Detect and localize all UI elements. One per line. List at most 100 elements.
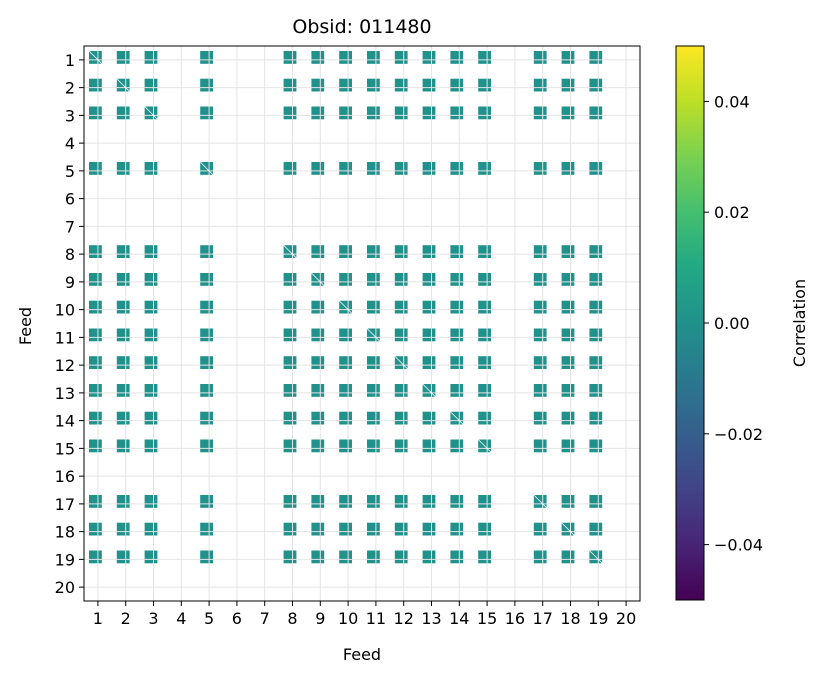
heatmap-cell-12-8 xyxy=(283,356,297,369)
heatmap-cell-18-10 xyxy=(339,522,352,536)
y-tick-label-11: 11 xyxy=(55,328,75,347)
heatmap-cell-19-10 xyxy=(339,550,352,564)
heatmap-cell-3-2 xyxy=(116,106,130,120)
heatmap-cell-5-15 xyxy=(478,162,491,175)
heatmap-cell-9-12 xyxy=(394,273,408,286)
x-tick-label-18: 18 xyxy=(560,609,580,628)
heatmap-cell-11-15 xyxy=(478,328,491,342)
x-tick-label-3: 3 xyxy=(148,609,158,628)
heatmap-cell-15-11 xyxy=(367,439,380,453)
colorbar-tick-label-2: 0.00 xyxy=(714,314,750,333)
heatmap-cell-13-17 xyxy=(533,384,547,397)
heatmap-cell-8-9 xyxy=(311,245,325,258)
heatmap-cell-15-2 xyxy=(116,439,130,453)
heatmap-cell-10-9 xyxy=(311,300,325,314)
heatmap-cell-19-14 xyxy=(450,550,464,564)
heatmap-cell-18-5 xyxy=(200,522,213,536)
diagonal-mark-2 xyxy=(116,78,130,92)
heatmap-cell-15-17 xyxy=(533,439,547,453)
heatmap-cell-14-1 xyxy=(89,411,102,425)
heatmap-cell-2-8 xyxy=(283,78,297,92)
x-tick-label-1: 1 xyxy=(93,609,103,628)
heatmap-cell-19-17 xyxy=(533,550,547,564)
heatmap-cell-11-1 xyxy=(89,328,102,342)
x-tick-label-11: 11 xyxy=(366,609,386,628)
heatmap-cell-3-18 xyxy=(561,106,575,120)
heatmap-cell-11-12 xyxy=(394,328,408,342)
x-tick-label-12: 12 xyxy=(394,609,414,628)
x-tick-label-14: 14 xyxy=(449,609,469,628)
heatmap-cell-15-19 xyxy=(589,439,603,453)
heatmap-cell-8-19 xyxy=(589,245,603,258)
heatmap-cell-11-19 xyxy=(589,328,603,342)
heatmap-cell-14-5 xyxy=(200,411,213,425)
diagonal-mark-14 xyxy=(450,411,464,425)
y-tick-label-9: 9 xyxy=(65,273,75,292)
heatmap-cell-1-10 xyxy=(339,51,352,64)
heatmap-cell-19-11 xyxy=(367,550,380,564)
heatmap-cell-3-11 xyxy=(367,106,380,120)
x-tick-label-13: 13 xyxy=(421,609,441,628)
heatmap-cell-10-5 xyxy=(200,300,213,314)
heatmap-cell-3-8 xyxy=(283,106,297,120)
heatmap-cell-14-8 xyxy=(283,411,297,425)
heatmap-cell-5-18 xyxy=(561,162,575,175)
heatmap-cell-3-13 xyxy=(422,106,436,120)
heatmap-cell-13-14 xyxy=(450,384,464,397)
heatmap-cell-18-14 xyxy=(450,522,464,536)
heatmap-cell-5-19 xyxy=(589,162,603,175)
diagonal-mark-17 xyxy=(533,494,547,509)
diagonal-mark-3 xyxy=(144,106,158,120)
heatmap-cell-5-12 xyxy=(394,162,408,175)
heatmap-cell-14-13 xyxy=(422,411,436,425)
diagonal-mark-8 xyxy=(283,244,297,259)
colorbar-label: Correlation xyxy=(790,279,809,367)
heatmap-cell-8-10 xyxy=(339,245,352,258)
heatmap-cell-15-10 xyxy=(339,439,352,453)
heatmap-cell-19-1 xyxy=(89,550,102,564)
heatmap-cell-14-15 xyxy=(478,411,491,425)
heatmap-cell-10-13 xyxy=(422,300,436,314)
heatmap-cell-12-1 xyxy=(89,356,102,369)
x-tick-label-9: 9 xyxy=(315,609,325,628)
heatmap-cell-2-11 xyxy=(367,78,380,92)
heatmap-cell-18-15 xyxy=(478,522,491,536)
heatmap-cell-1-17 xyxy=(533,51,547,64)
heatmap-cell-18-8 xyxy=(283,522,297,536)
diagonal-mark-12 xyxy=(394,355,408,370)
heatmap-cell-13-12 xyxy=(394,384,408,397)
y-tick-label-5: 5 xyxy=(65,162,75,181)
heatmap-cells xyxy=(89,51,603,564)
heatmap-cell-5-2 xyxy=(116,162,130,175)
heatmap-cell-15-9 xyxy=(311,439,325,453)
heatmap-cell-10-12 xyxy=(394,300,408,314)
heatmap-cell-17-15 xyxy=(478,495,491,508)
heatmap-cell-17-1 xyxy=(89,495,102,508)
heatmap-cell-5-11 xyxy=(367,162,380,175)
heatmap-cell-5-8 xyxy=(283,162,297,175)
heatmap-cell-2-17 xyxy=(533,78,547,92)
heatmap-cell-9-13 xyxy=(422,273,436,286)
heatmap-cell-17-12 xyxy=(394,495,408,508)
heatmap-cell-13-5 xyxy=(200,384,213,397)
heatmap-cell-14-3 xyxy=(144,411,158,425)
heatmap-cell-8-18 xyxy=(561,245,575,258)
y-tick-label-10: 10 xyxy=(55,301,75,320)
heatmap-cell-8-1 xyxy=(89,245,102,258)
chart-title: Obsid: 011480 xyxy=(292,16,431,38)
heatmap-cell-14-11 xyxy=(367,411,380,425)
y-tick-label-20: 20 xyxy=(55,578,75,597)
heatmap-cell-8-17 xyxy=(533,245,547,258)
colorbar-tick-label-3: −0.02 xyxy=(714,425,763,444)
heatmap-cell-13-18 xyxy=(561,384,575,397)
heatmap-cell-13-3 xyxy=(144,384,158,397)
diagonal-markers xyxy=(88,50,603,564)
heatmap-cell-12-11 xyxy=(367,356,380,369)
colorbar-tick-label-4: −0.04 xyxy=(714,536,763,555)
colorbar-ticks: 0.04 0.02 0.00 −0.02 −0.04 xyxy=(704,92,763,555)
plot-frame xyxy=(83,45,641,602)
x-tick-label-4: 4 xyxy=(176,609,186,628)
heatmap-cell-14-17 xyxy=(533,411,547,425)
